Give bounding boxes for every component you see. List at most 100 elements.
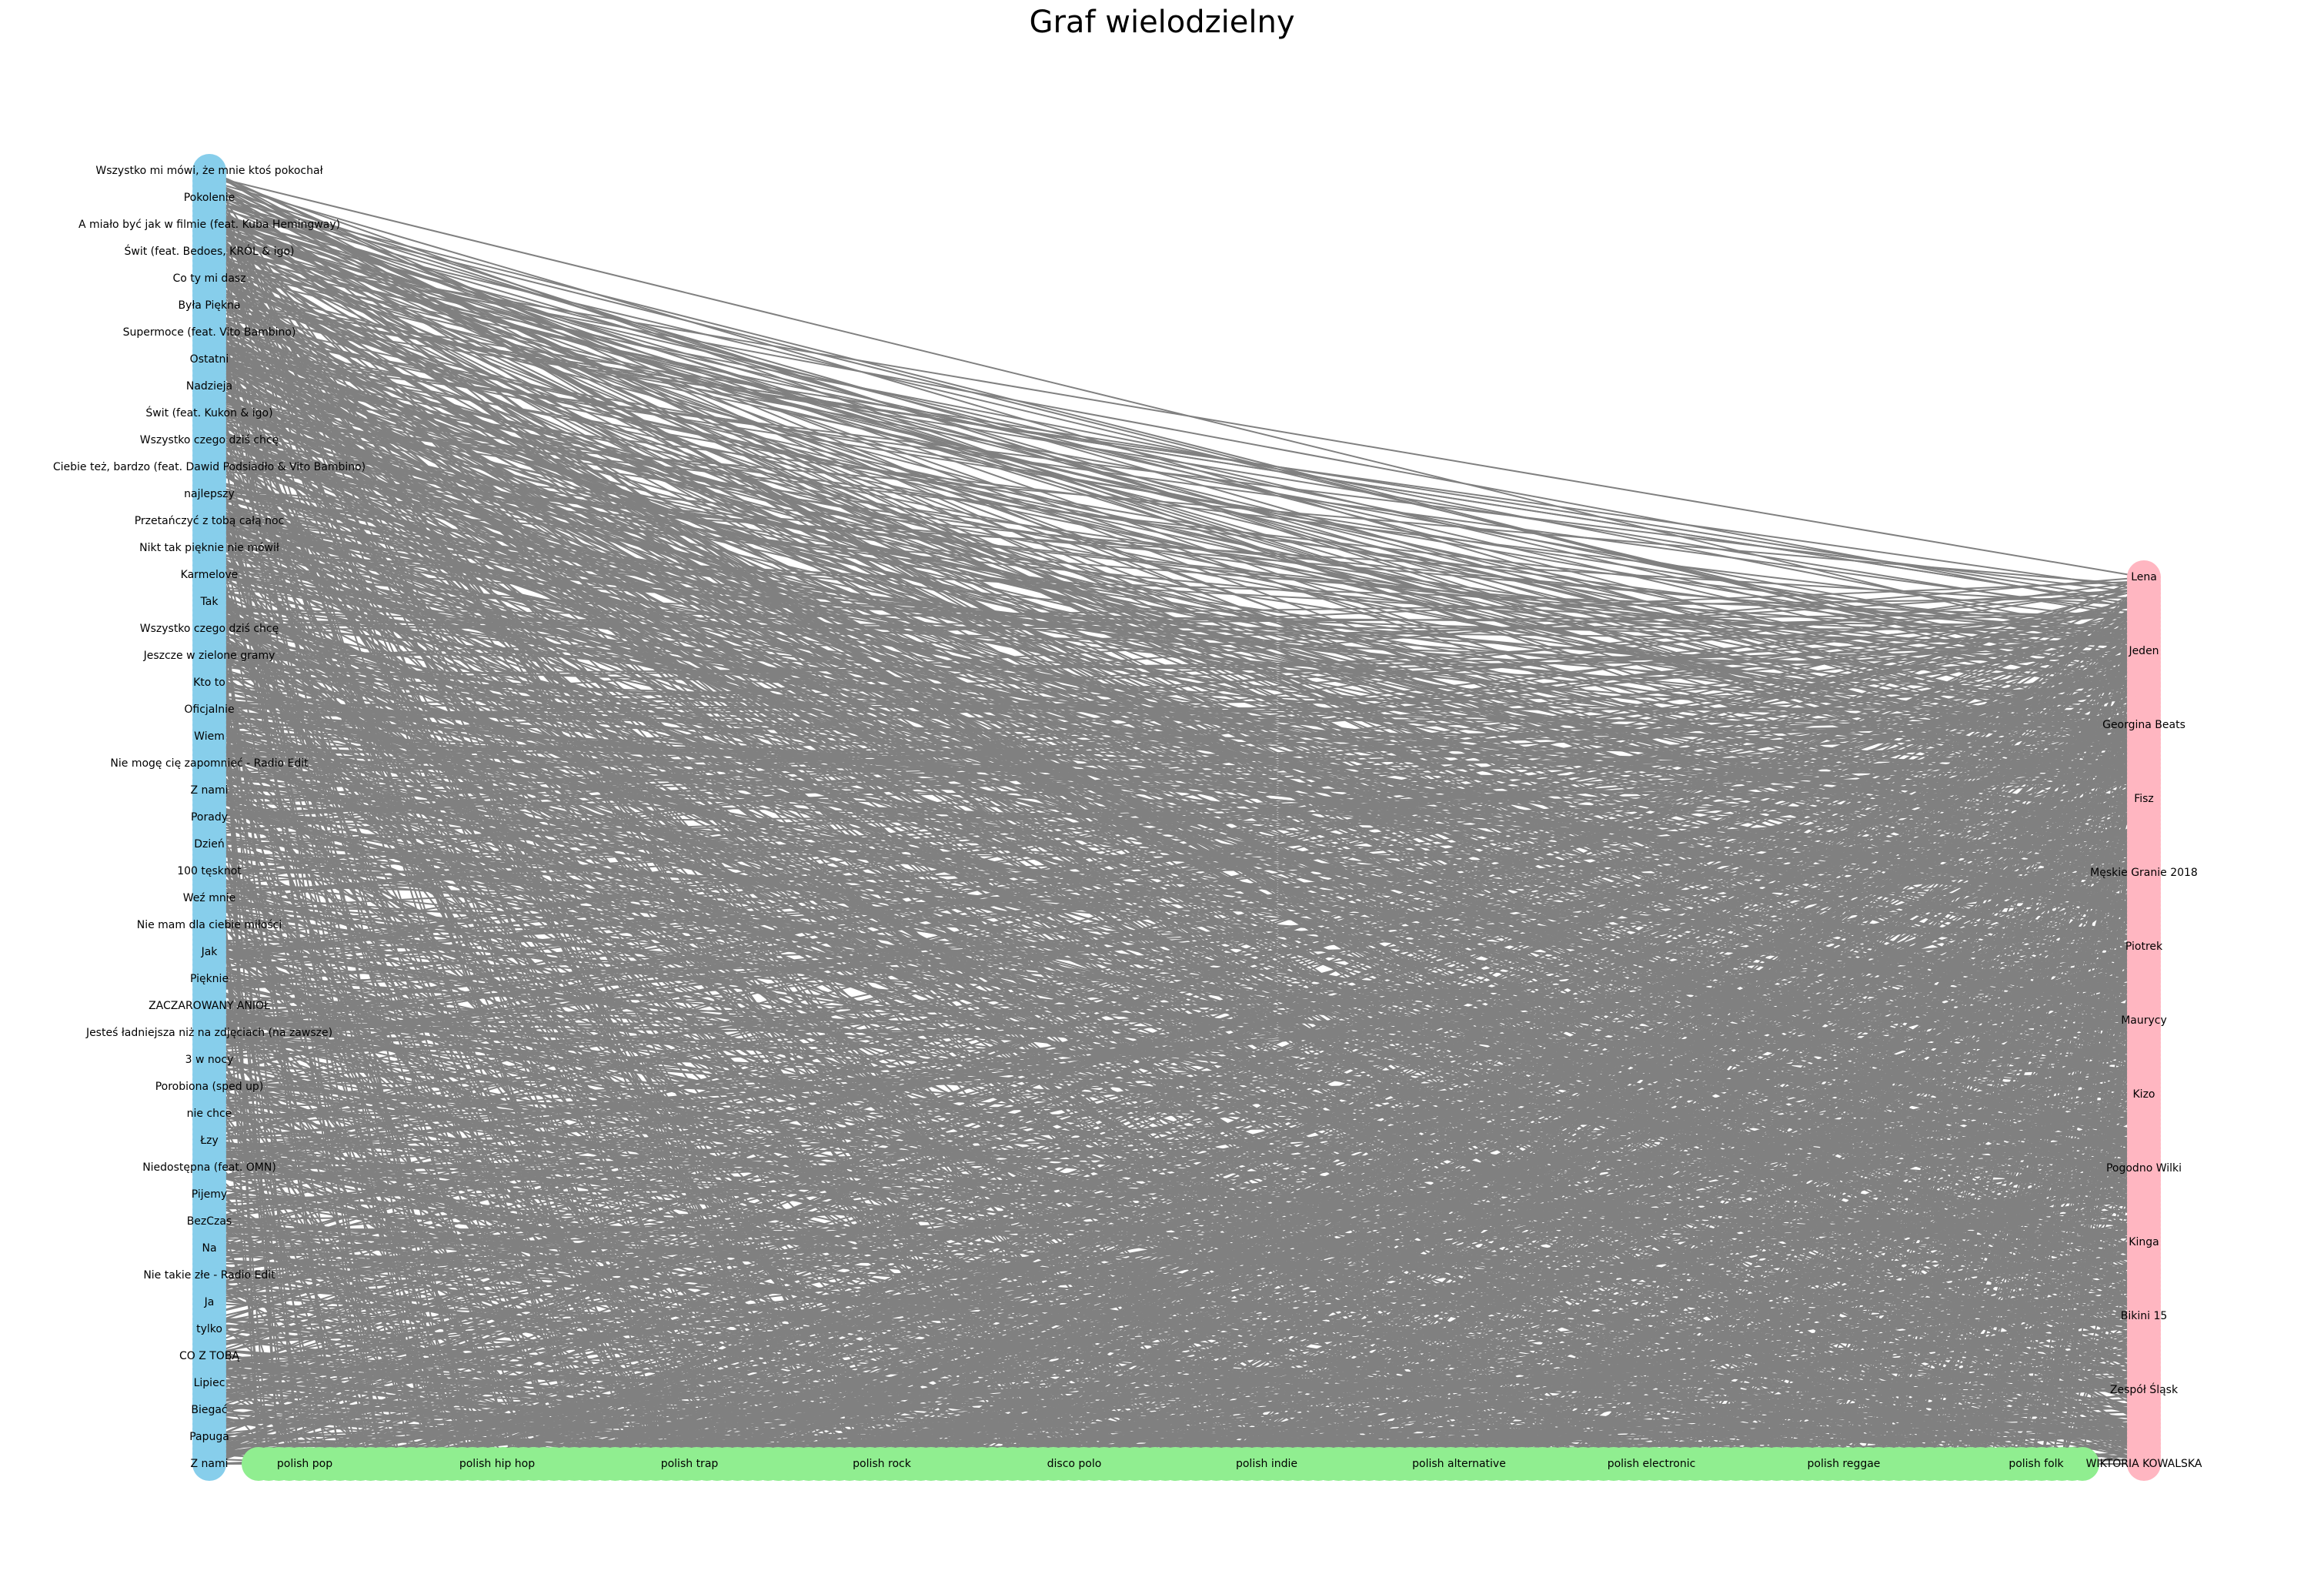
genre-artist-edge	[940, 844, 2145, 1465]
artist-label: Bikini 15	[2121, 1310, 2168, 1322]
song-genre-edge	[209, 1263, 1401, 1465]
song-artist-edge	[209, 414, 2145, 692]
song-label: Nie mam dla ciebie miłości	[137, 919, 282, 931]
genre-node	[2065, 1447, 2099, 1481]
song-genre-edge	[209, 315, 1278, 1465]
genre-artist-edge	[309, 693, 2145, 1465]
genre-artist-edge	[1765, 1163, 2145, 1465]
genre-label: polish alternative	[1412, 1458, 1506, 1470]
song-genre-edge	[209, 1028, 1003, 1465]
genre-artist-edge	[1959, 1030, 2145, 1465]
genre-artist-edge	[258, 1018, 2145, 1465]
song-genre-edge	[209, 206, 636, 1465]
song-genre-edge	[209, 814, 586, 1465]
genre-artist-edge	[859, 953, 2145, 1465]
genre-artist-edge	[1969, 949, 2145, 1465]
song-artist-edge	[209, 681, 2145, 1095]
song-artist-edge	[209, 345, 2145, 744]
genre-label: polish indie	[1236, 1458, 1297, 1470]
song-genre-edge	[209, 750, 525, 1465]
song-artist-edge	[209, 742, 2145, 896]
genre-artist-edge	[1094, 702, 2145, 1465]
genre-artist-edge	[635, 600, 2145, 1465]
song-artist-edge	[209, 750, 2145, 886]
song-artist-edge	[209, 195, 2145, 687]
song-label: Pięknie	[190, 973, 229, 985]
genre-artist-edge	[360, 783, 2145, 1465]
song-genre-edge	[209, 560, 677, 1465]
song-artist-edge	[209, 180, 2145, 748]
genre-artist-edge	[1307, 1091, 2145, 1465]
genre-label: disco polo	[1047, 1458, 1102, 1470]
genre-artist-edge	[655, 770, 2145, 1465]
song-artist-edge	[209, 399, 2145, 655]
genre-artist-edge	[289, 686, 2145, 1465]
genre-artist-edge	[553, 932, 2145, 1465]
song-label: 3 w nocy	[185, 1054, 234, 1066]
song-genre-edge	[209, 399, 1879, 1465]
song-genre-edge	[209, 419, 1635, 1465]
artist-label: Zespół Śląsk	[2110, 1382, 2179, 1396]
genre-artist-edge	[1022, 1147, 2145, 1465]
genre-artist-edge	[1114, 957, 2145, 1465]
genre-artist-edge	[1053, 1228, 2145, 1465]
genre-artist-edge	[553, 851, 2145, 1465]
song-genre-edge	[209, 504, 1624, 1465]
song-artist-edge	[209, 633, 2145, 906]
genre-artist-edge	[676, 1305, 2145, 1465]
song-artist-edge	[209, 175, 2145, 651]
song-genre-edge	[209, 524, 2012, 1465]
artist-label: Kizo	[2133, 1088, 2155, 1101]
song-genre-edge	[209, 814, 1329, 1465]
genre-artist-edge	[1695, 827, 2145, 1465]
song-label: Co ty mi dasz	[172, 272, 245, 285]
song-label: Nie mogę cię zapomnieć - Radio Edit	[110, 757, 309, 770]
genre-artist-edge	[493, 710, 2145, 1465]
song-genre-edge	[209, 355, 382, 1465]
song-genre-edge	[209, 1044, 362, 1465]
genre-artist-edge	[482, 706, 2145, 1465]
song-genre-edge	[209, 300, 372, 1465]
song-label: Ciebie też, bardzo (feat. Dawid Podsiadł…	[53, 461, 366, 473]
genre-artist-edge	[1775, 759, 2145, 1465]
song-genre-edge	[209, 210, 810, 1465]
song-label: najlepszy	[184, 488, 235, 500]
song-label: Wszystko czego dziś chcę	[140, 434, 279, 446]
genre-artist-edge	[1511, 1147, 2145, 1465]
genre-artist-edge	[676, 896, 2145, 1465]
song-genre-edge	[209, 684, 372, 1465]
song-genre-edge	[209, 575, 341, 1465]
artist-label: Męskie Granie 2018	[2090, 867, 2198, 879]
genre-artist-edge	[1705, 1293, 2145, 1465]
genre-artist-edge	[1684, 957, 2145, 1465]
song-artist-edge	[209, 464, 2145, 744]
song-artist-edge	[209, 339, 2145, 878]
genre-artist-edge	[1063, 697, 2145, 1465]
song-genre-edge	[209, 420, 443, 1465]
song-label: Weź mnie	[183, 892, 235, 904]
genre-artist-edge	[890, 690, 2145, 1465]
song-genre-edge	[209, 180, 667, 1465]
song-label: Papuga	[189, 1431, 229, 1443]
genre-artist-edge	[563, 1005, 2145, 1465]
genre-artist-edge	[1491, 1139, 2145, 1465]
genre-artist-edge	[1938, 1184, 2145, 1465]
genre-artist-edge	[2041, 957, 2145, 1465]
song-genre-edge	[209, 470, 484, 1465]
song-genre-edge	[209, 345, 1075, 1465]
genre-artist-edge	[625, 1168, 2145, 1465]
genre-artist-edge	[1246, 633, 2145, 1465]
genre-artist-edge	[1348, 702, 2145, 1465]
genre-artist-edge	[1267, 1114, 2145, 1465]
song-genre-edge	[209, 405, 912, 1465]
song-artist-edge	[209, 355, 2145, 1084]
song-label: Wiem	[194, 730, 225, 743]
genre-artist-edge	[1694, 613, 2145, 1465]
genre-label-layer: polish pop polish hip hop polish trap polis…	[277, 1458, 2065, 1470]
genre-artist-edge	[1256, 840, 2145, 1465]
song-artist-edge	[209, 265, 2145, 667]
artist-label: Jeden	[2128, 645, 2159, 657]
genre-artist-edge	[1816, 759, 2145, 1465]
song-genre-edge	[209, 375, 1034, 1465]
